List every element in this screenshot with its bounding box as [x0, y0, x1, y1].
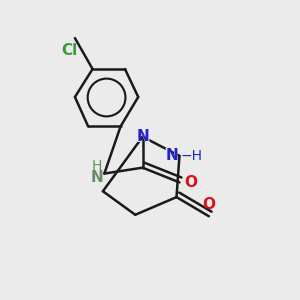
Text: O: O — [202, 197, 215, 212]
Text: Cl: Cl — [61, 43, 77, 58]
Text: N: N — [136, 129, 149, 144]
Text: O: O — [184, 173, 199, 191]
Text: N: N — [163, 147, 178, 165]
Text: H: H — [92, 159, 102, 173]
Text: O: O — [184, 175, 197, 190]
Text: N: N — [135, 128, 150, 146]
Text: −H: −H — [181, 149, 203, 163]
Text: O: O — [201, 194, 217, 212]
Text: N: N — [91, 169, 103, 184]
Text: N: N — [165, 148, 178, 164]
